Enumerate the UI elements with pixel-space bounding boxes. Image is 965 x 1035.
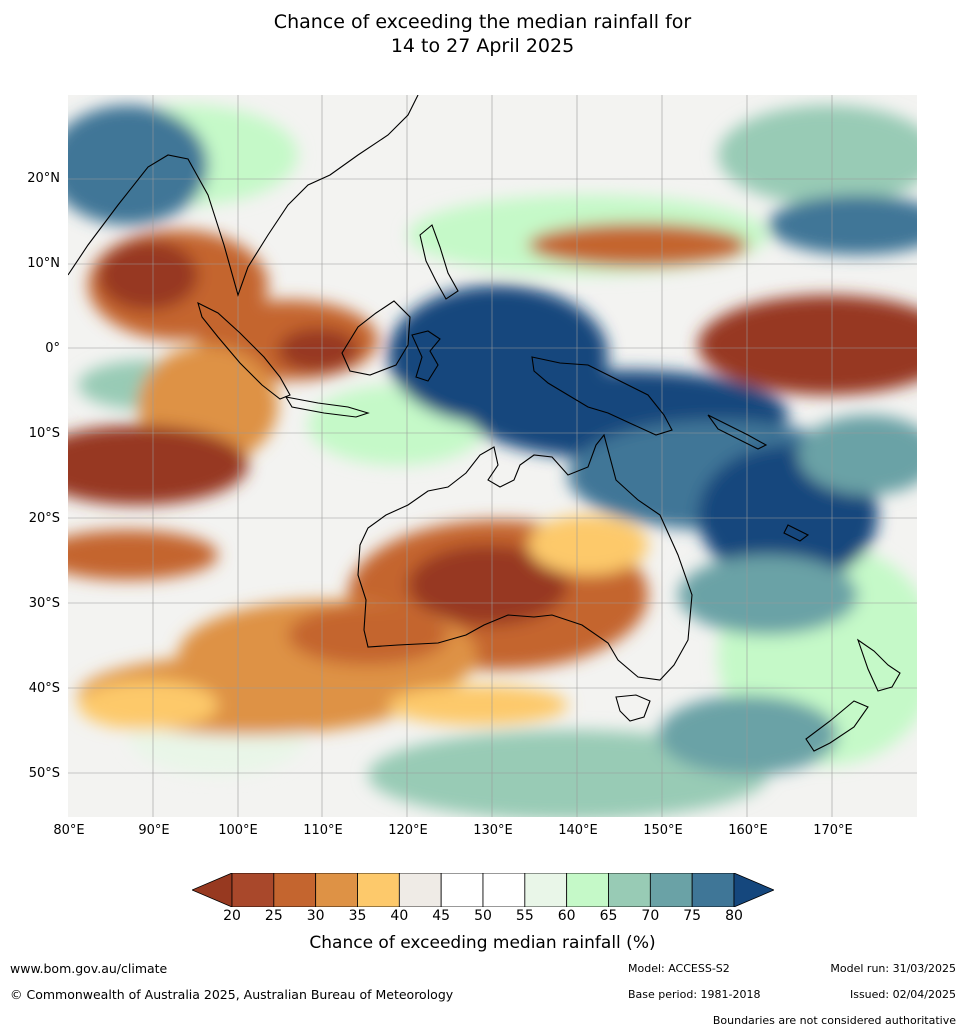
lon-label-120e: 120°E [388,823,428,838]
colorbar-cell [691,873,735,907]
coastlines [68,95,901,752]
lat-label-10n: 10°N [27,256,60,271]
colorbar-tick-label: 80 [725,908,743,924]
colorbar-tick-label: 25 [264,908,283,924]
colorbar-cell [649,873,693,907]
colorbar-tick-label: 30 [306,908,325,924]
lat-label-10s: 10°S [28,426,60,441]
colorbar-cell [482,873,526,907]
map-gridlines [68,95,917,817]
title-line-2: 14 to 27 April 2025 [390,35,575,57]
lon-label-90e: 90°E [138,823,170,838]
java-coastline [284,396,370,418]
sulawesi-coastline [411,330,441,382]
colorbar-label: Chance of exceeding median rainfall (%) [309,933,656,953]
colorbar-cell [398,873,442,907]
lon-label-170e: 170°E [813,823,853,838]
lon-label-110e: 110°E [303,823,343,838]
colorbar-cell [440,873,484,907]
new-zealand-coastline [805,638,901,752]
philippines-coastline [419,224,459,300]
lon-label-100e: 100°E [218,823,258,838]
colorbar-tick-label: 55 [515,908,534,924]
colorbar [192,873,774,907]
lon-label-160e: 160°E [728,823,768,838]
lon-label-140e: 140°E [558,823,598,838]
australia-coastline [357,433,693,681]
footer-issued: Issued: 02/04/2025 [849,988,956,1001]
borneo-coastline [341,300,411,376]
footer-boundaries-note: Boundaries are not considered authoritat… [712,1014,956,1027]
colorbar-cell [315,873,358,907]
mainland-asia-coastline [68,95,419,297]
colorbar-tick-label: 20 [223,908,241,924]
colorbar-tick-label: 65 [599,908,618,924]
colorbar-tick-label: 40 [390,908,409,924]
lon-label-130e: 130°E [473,823,513,838]
colorbar-cell [357,873,400,907]
colorbar-tick-label: 70 [641,908,660,924]
colorbar-tick-label: 45 [432,908,451,924]
colorbar-cell [566,873,609,907]
footer-copyright: © Commonwealth of Australia 2025, Austra… [10,987,454,1002]
tasmania-coastline [615,694,651,722]
lat-label-0: 0° [45,341,60,356]
colorbar-tick-label: 50 [474,908,492,924]
lat-label-50s: 50°S [28,766,60,781]
footer-base-period: Base period: 1981-2018 [628,988,761,1001]
colorbar-cell [231,873,275,907]
footer-website: www.bom.gov.au/climate [10,961,168,976]
colorbar-arrow-high [733,873,774,907]
sumatra-coastline [197,301,291,400]
pacific-islands-coastline [707,414,810,542]
footer-model: Model: ACCESS-S2 [628,962,730,975]
footer-model-run: Model run: 31/03/2025 [830,962,956,975]
rainfall-map [68,95,917,817]
colorbar-cell [273,873,317,907]
colorbar-cell [608,873,651,907]
map-title: Chance of exceeding the median rainfall … [0,10,965,58]
lat-label-40s: 40°S [28,681,60,696]
lat-label-20n: 20°N [27,171,60,186]
title-line-1: Chance of exceeding the median rainfall … [273,11,692,33]
rainfall-map-canvas [68,95,917,817]
colorbar-cell [524,873,568,907]
colorbar-tick-label: 60 [557,908,576,924]
lat-label-20s: 20°S [28,511,60,526]
new-guinea-coastline [531,356,673,436]
lat-label-30s: 30°S [28,596,60,611]
lon-label-150e: 150°E [643,823,683,838]
colorbar-cells [192,873,774,907]
lon-label-80e: 80°E [53,823,85,838]
colorbar-arrow-low [192,873,233,907]
colorbar-tick-label: 35 [348,908,367,924]
rainfall-probability-field [68,105,917,817]
colorbar-tick-label: 75 [683,908,702,924]
